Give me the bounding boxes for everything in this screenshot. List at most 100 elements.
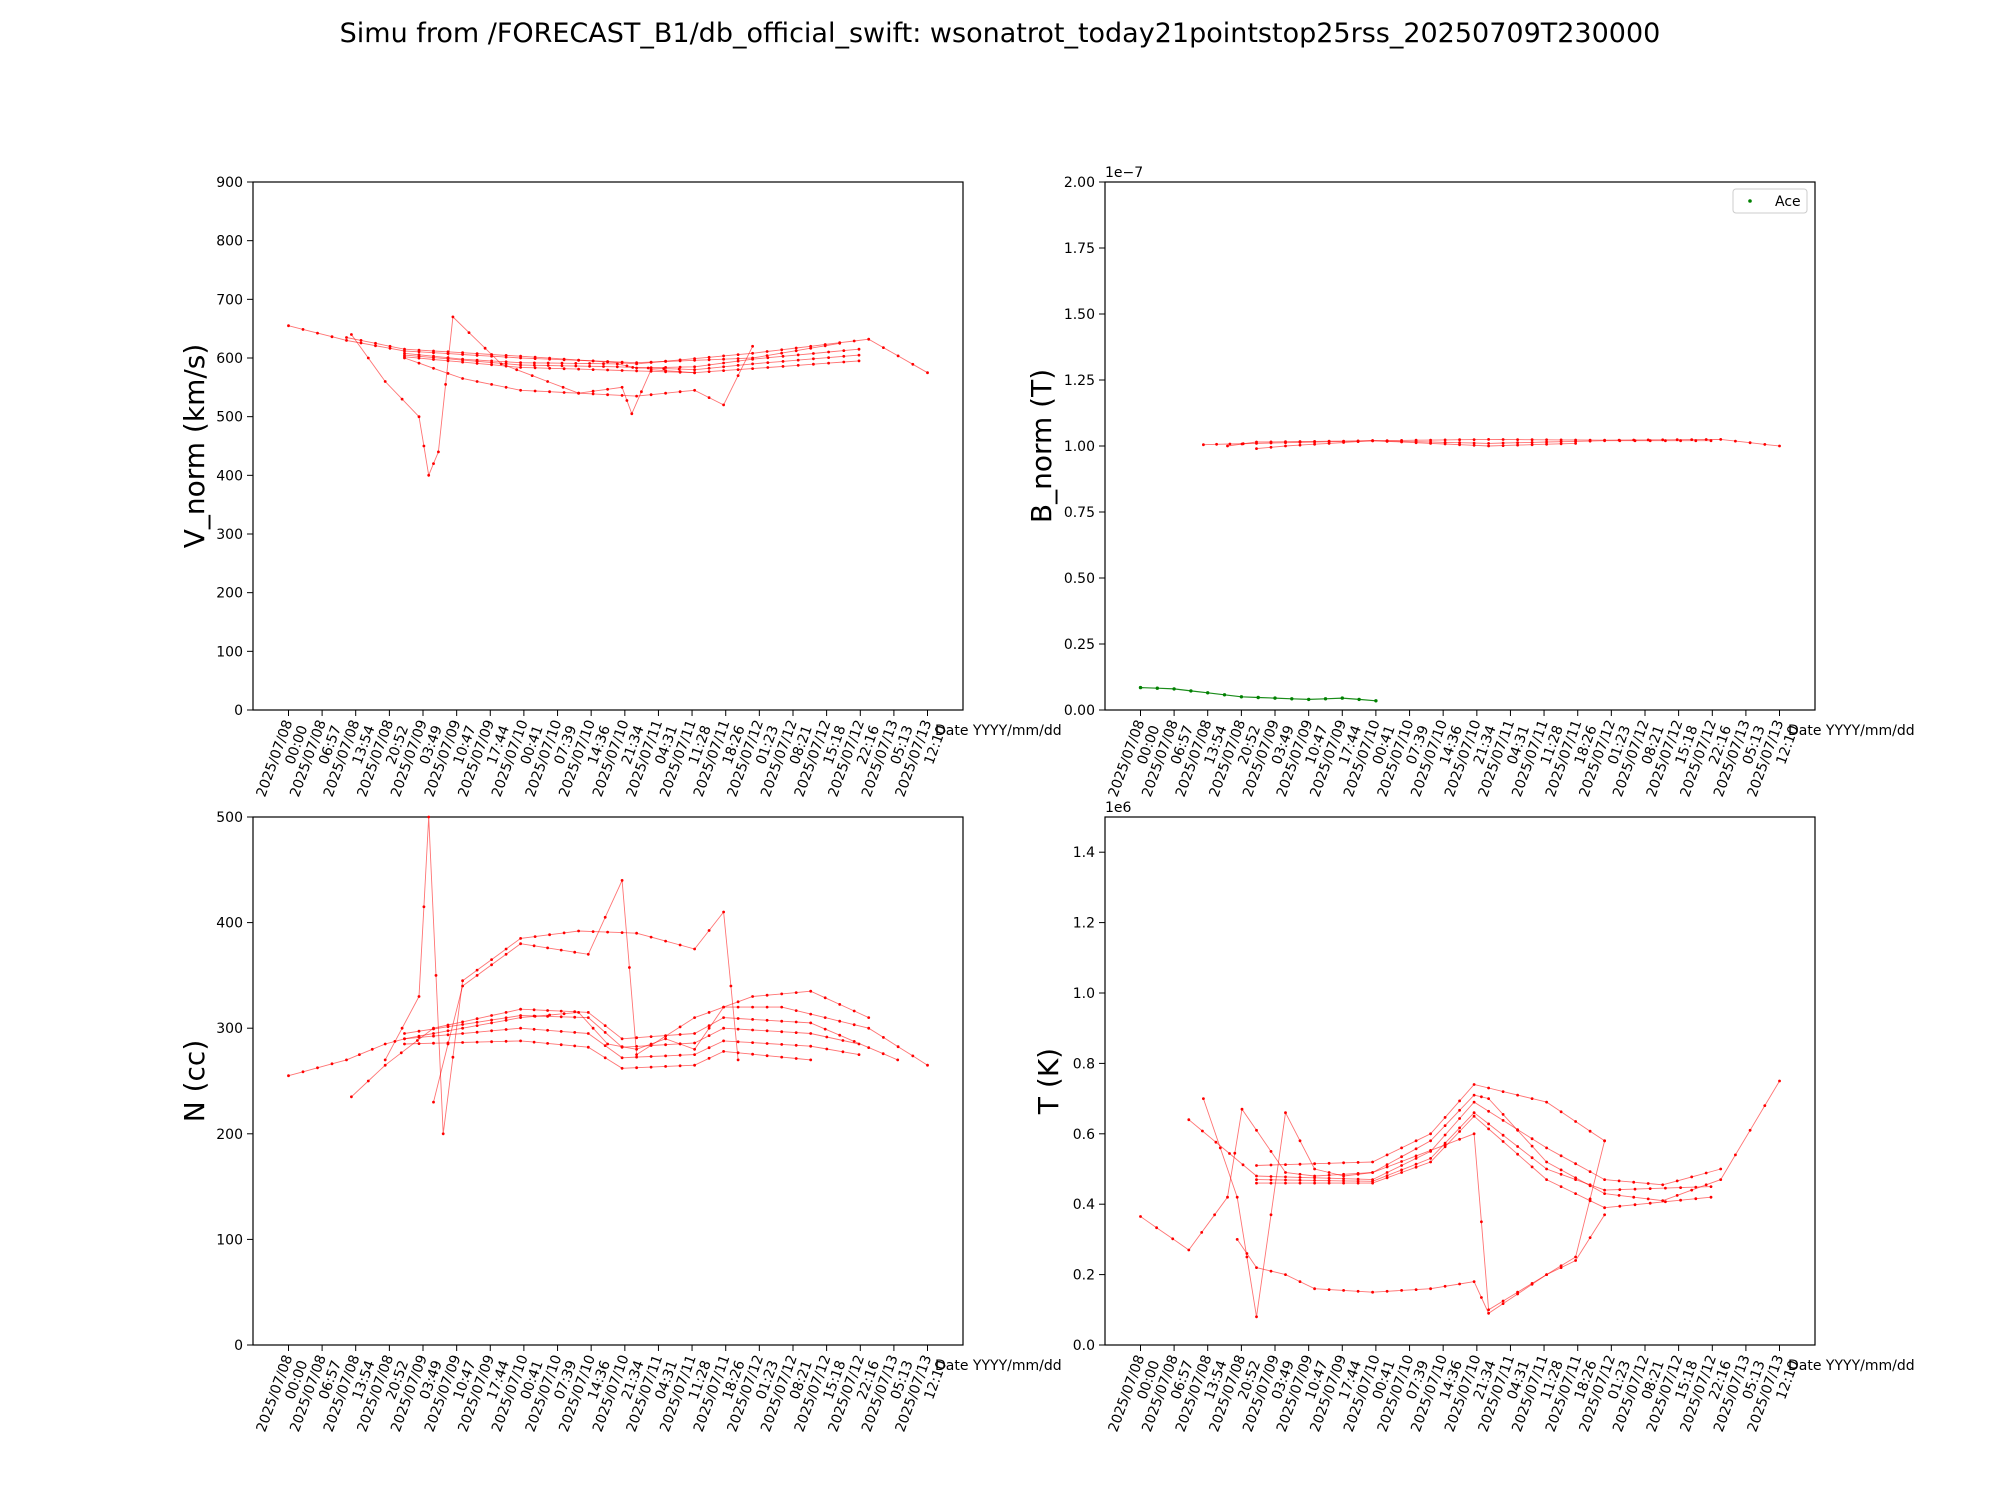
simu-data-point <box>1269 1213 1273 1217</box>
simu-data-point <box>1574 1259 1577 1262</box>
series-marks <box>287 315 929 477</box>
simu-data-point <box>707 1034 711 1037</box>
simu-data-point <box>577 391 580 395</box>
simu-data-point <box>546 380 549 383</box>
simu-data-point <box>1233 1151 1237 1155</box>
simu-data-point <box>780 351 784 355</box>
simu-data-point <box>1458 1099 1461 1103</box>
simu-data-point <box>451 315 455 319</box>
simu-data-point <box>504 362 508 366</box>
simu-data-point <box>546 364 550 367</box>
simu-data-point <box>519 1016 522 1019</box>
simu-data-point <box>1559 1185 1563 1188</box>
simu-data-point <box>588 364 591 368</box>
simu-data-point <box>577 358 580 362</box>
y-tick-label: 1.0 <box>1073 986 1095 1002</box>
simu-data-point <box>649 393 653 397</box>
simu-data-point <box>383 1042 387 1046</box>
simu-data-point <box>1458 438 1461 442</box>
simu-data-point <box>1255 1181 1258 1185</box>
ace-data-point <box>1256 695 1260 700</box>
simu-data-point <box>911 362 915 366</box>
simu-data-point <box>1603 1188 1606 1192</box>
simu-data-point <box>1155 1226 1158 1230</box>
simu-data-point <box>1545 438 1548 442</box>
simu-data-point <box>1472 438 1476 441</box>
simu-data-point <box>1400 440 1403 444</box>
simu-series-line <box>1256 1112 1712 1191</box>
simu-data-point <box>842 360 846 364</box>
simu-data-point <box>693 1041 696 1045</box>
simu-data-point <box>678 1053 682 1057</box>
simu-data-point <box>383 380 387 383</box>
simu-data-point <box>664 1054 667 1058</box>
simu-data-point <box>841 1050 845 1054</box>
legend-marker-ace <box>1748 199 1752 203</box>
simu-data-point <box>1313 440 1316 443</box>
simu-data-point <box>1298 1280 1302 1283</box>
simu-data-point <box>432 1100 435 1104</box>
simu-data-point <box>1313 1181 1316 1185</box>
simu-data-point <box>1269 1181 1273 1185</box>
simu-data-point <box>825 1035 829 1039</box>
simu-data-point <box>417 1029 421 1033</box>
simu-data-point <box>1603 1192 1606 1195</box>
simu-data-point <box>1356 1181 1360 1185</box>
y-offset-label: 1e−7 <box>1105 165 1143 181</box>
simu-data-point <box>722 1016 725 1019</box>
simu-data-point <box>573 1031 577 1034</box>
simu-data-point <box>722 357 725 361</box>
simu-data-point <box>1400 1168 1403 1172</box>
simu-data-point <box>1414 1147 1418 1151</box>
simu-data-point <box>635 394 638 398</box>
simu-data-point <box>678 1064 682 1068</box>
simu-data-point <box>532 944 536 948</box>
y-tick-label: 900 <box>216 175 243 191</box>
simu-data-point <box>1719 1178 1723 1181</box>
simu-data-point <box>1633 439 1637 443</box>
simu-data-point <box>577 929 580 933</box>
simu-data-point <box>475 1024 479 1027</box>
simu-data-point <box>1559 1266 1563 1269</box>
simu-data-point <box>366 1079 370 1083</box>
simu-data-point <box>1400 1155 1403 1159</box>
simu-data-point <box>548 1013 551 1017</box>
simu-data-point <box>358 1053 361 1056</box>
simu-data-point <box>422 444 426 448</box>
simu-data-point <box>573 950 577 954</box>
simu-data-point <box>586 1032 590 1035</box>
simu-data-point <box>1284 1178 1287 1182</box>
simu-data-point <box>1559 1172 1563 1176</box>
simu-data-point <box>1734 439 1737 443</box>
simu-data-point <box>345 336 348 339</box>
simu-data-point <box>562 1012 566 1016</box>
simu-data-point <box>532 1027 536 1031</box>
simu-data-point <box>515 368 519 372</box>
simu-data-point <box>781 360 785 363</box>
simu-data-point <box>417 995 421 998</box>
simu-data-point <box>780 992 784 996</box>
simu-data-point <box>1545 1167 1548 1171</box>
simu-data-point <box>664 369 667 373</box>
simu-series-line <box>1140 1080 1780 1251</box>
simu-data-point <box>546 1009 549 1012</box>
simu-data-point <box>615 365 619 369</box>
simu-data-point <box>577 367 580 371</box>
simu-data-point <box>751 344 754 348</box>
simu-data-point <box>678 1042 682 1046</box>
simu-data-point <box>345 339 348 342</box>
simu-data-point <box>615 362 619 366</box>
simu-data-point <box>1516 1128 1519 1131</box>
simu-series-line <box>404 354 860 371</box>
simu-data-point <box>765 993 769 997</box>
simu-data-point <box>1530 1282 1534 1286</box>
simu-data-point <box>591 389 595 393</box>
simu-data-point <box>649 368 653 372</box>
simu-data-point <box>896 1045 900 1049</box>
simu-data-point <box>519 354 522 358</box>
simu-data-point <box>1516 438 1519 441</box>
simu-data-point <box>620 1066 624 1070</box>
simu-data-point <box>532 1008 536 1012</box>
simu-data-point <box>646 366 650 370</box>
simu-data-point <box>586 952 590 956</box>
